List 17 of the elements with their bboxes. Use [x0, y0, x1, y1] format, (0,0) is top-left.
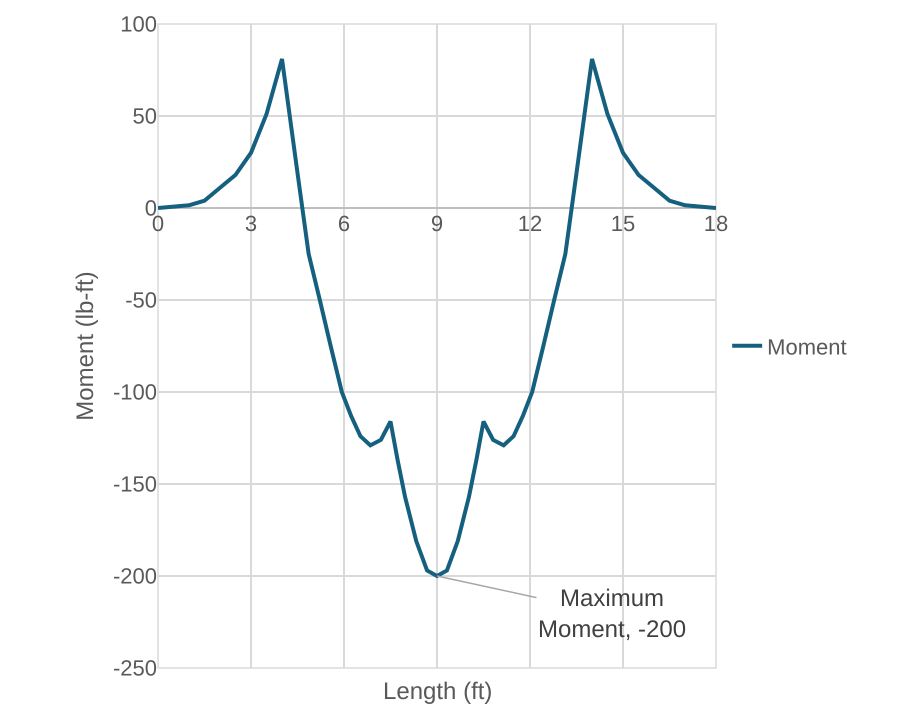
- y-tick-label: -250: [112, 656, 157, 681]
- annotation: Maximum Moment, -200: [538, 585, 686, 644]
- y-axis-title: Moment (lb-ft): [72, 271, 100, 421]
- x-tick-label: 3: [244, 211, 258, 236]
- y-tick-label: -150: [112, 472, 157, 497]
- x-tick-label: 12: [518, 211, 542, 236]
- x-tick-label: 9: [430, 211, 444, 236]
- y-tick-label: -50: [125, 288, 157, 313]
- y-tick-label: -100: [112, 380, 157, 405]
- legend-label: Moment: [767, 334, 847, 360]
- y-tick-label: 50: [132, 104, 157, 129]
- x-axis-title: Length (ft): [383, 678, 492, 705]
- y-tick-label: 100: [120, 12, 157, 37]
- x-tick-label: 15: [610, 211, 636, 236]
- x-tick-label: 6: [338, 211, 350, 236]
- x-tick-label: 18: [704, 211, 728, 236]
- y-tick-label: -200: [112, 564, 157, 589]
